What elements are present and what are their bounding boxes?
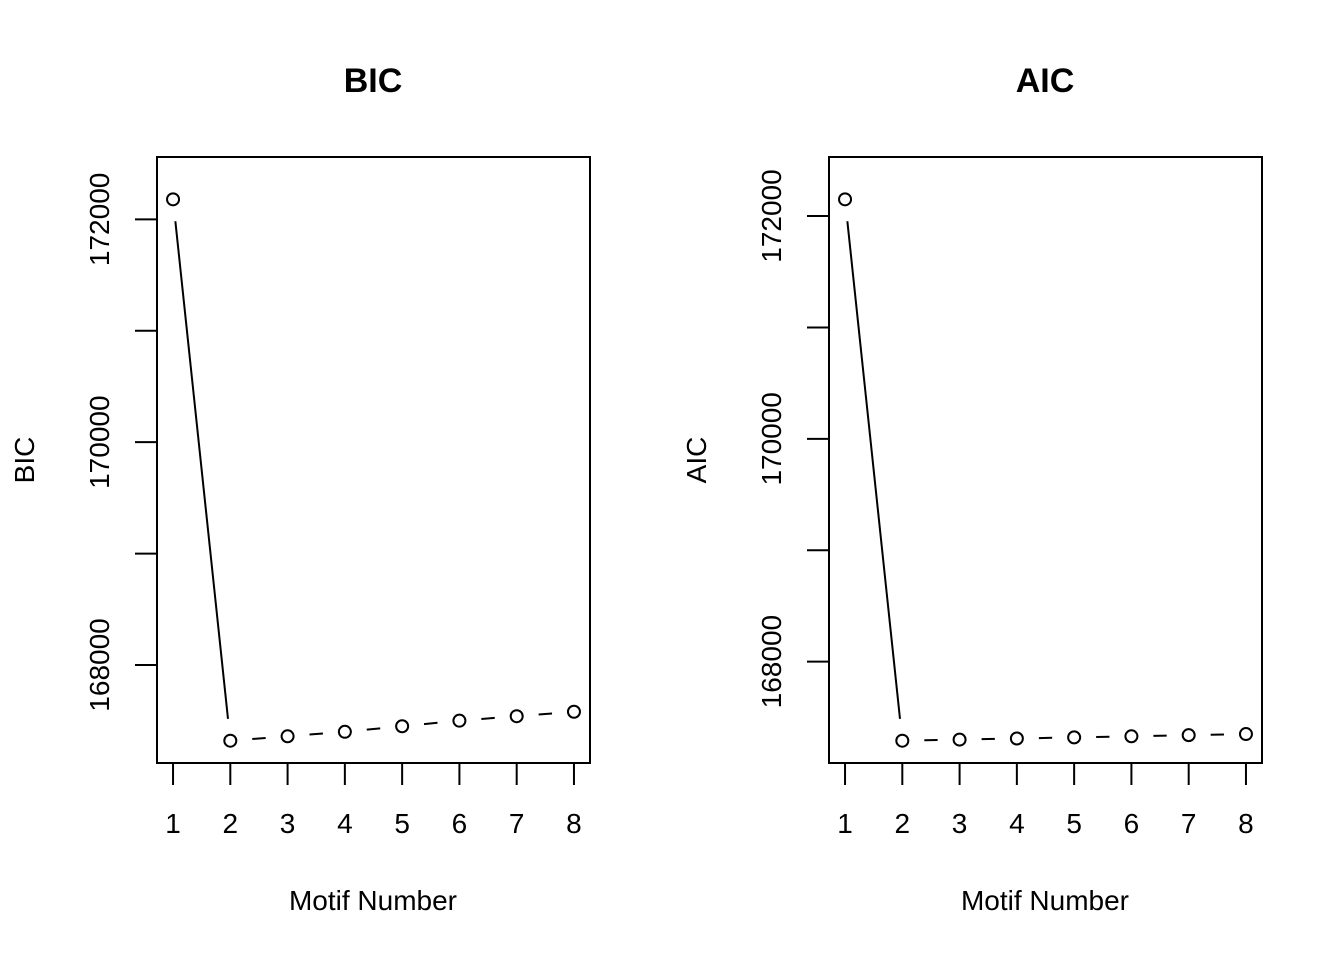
aic-x-tick-label-3: 3 (952, 808, 968, 839)
bic-line-segment-3 (310, 734, 323, 735)
aic-x-tick-label-8: 8 (1238, 808, 1254, 839)
bic-x-tick-label-5: 5 (394, 808, 410, 839)
aic-x-tick-label-5: 5 (1066, 808, 1082, 839)
bic-y-tick-label-1: 168000 (84, 618, 115, 711)
bic-line-segment-2 (252, 738, 265, 739)
bic-y-axis-label: BIC (9, 437, 40, 484)
bic-chart-title: BIC (344, 62, 403, 100)
aic-x-tick-label-2: 2 (895, 808, 911, 839)
bic-y-tick-label-5: 172000 (84, 173, 115, 266)
bic-x-tick-label-2: 2 (223, 808, 239, 839)
aic-x-axis-label: Motif Number (961, 885, 1129, 916)
bic-line-segment-4 (367, 728, 380, 729)
bic-x-tick-label-4: 4 (337, 808, 353, 839)
bic-x-axis-label: Motif Number (289, 885, 457, 916)
aic-chart-title: AIC (1016, 62, 1075, 100)
bic-x-tick-label-8: 8 (566, 808, 582, 839)
bic-line-segment-5 (424, 723, 437, 724)
aic-x-tick-label-6: 6 (1124, 808, 1140, 839)
bic-x-tick-label-7: 7 (509, 808, 525, 839)
bic-x-tick-label-3: 3 (280, 808, 296, 839)
bic-x-tick-label-1: 1 (165, 808, 181, 839)
aic-x-tick-label-7: 7 (1181, 808, 1197, 839)
bic-line-segment-6 (481, 718, 494, 719)
bic-line-segment-7 (539, 713, 552, 714)
bic-y-tick-label-3: 170000 (84, 395, 115, 488)
aic-x-tick-label-1: 1 (837, 808, 853, 839)
bic-x-tick-label-6: 6 (452, 808, 468, 839)
aic-y-axis-label: AIC (681, 437, 712, 484)
aic-y-tick-label-1: 168000 (756, 615, 787, 708)
aic-y-tick-label-3: 170000 (756, 392, 787, 485)
aic-y-tick-label-5: 172000 (756, 169, 787, 262)
aic-x-tick-label-4: 4 (1009, 808, 1025, 839)
